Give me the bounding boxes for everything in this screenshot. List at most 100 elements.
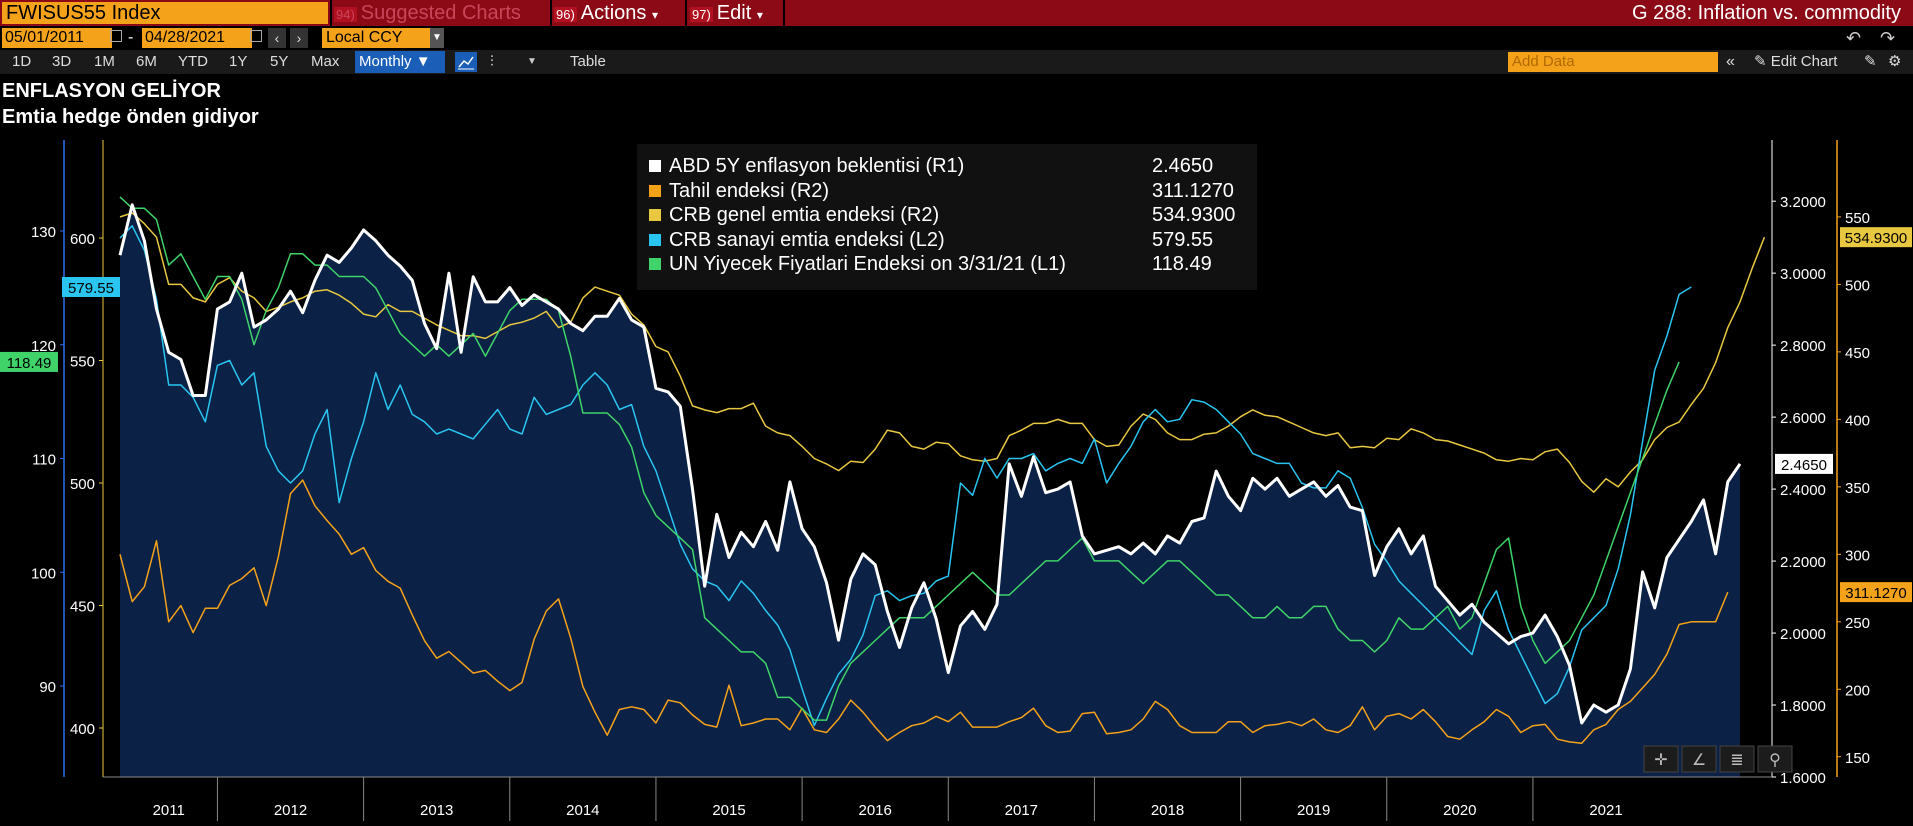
chevron-down-icon[interactable]: ▼ [527, 56, 537, 67]
undo-icon[interactable]: ↶ [1846, 28, 1862, 48]
y-tick-label: 600 [70, 231, 95, 248]
value-tag-l2-text: 579.55 [68, 280, 114, 297]
chart-subtitle: Emtia hedge önden gidiyor [2, 106, 259, 128]
ticker-field[interactable]: FWISUS55 Index [2, 2, 328, 24]
edit-chart-button[interactable]: ✎ Edit Chart [1754, 52, 1837, 72]
collapse-icon[interactable]: « [1726, 53, 1735, 70]
legend-label: CRB genel emtia endeksi (R2) [669, 204, 940, 226]
chevron-down-icon[interactable]: ▼ [430, 28, 444, 48]
y-tick-label: 450 [1845, 345, 1870, 362]
chevron-down-icon: ▾ [651, 8, 658, 22]
actions-label: Actions [580, 2, 647, 24]
value-tag-r2-orange: 311.1270 [1840, 582, 1912, 603]
y-tick-label: 200 [1845, 682, 1870, 699]
start-date-field[interactable]: 05/01/2011 [2, 28, 112, 48]
redo-icon[interactable]: ↷ [1880, 28, 1896, 48]
edit-label: Edit [716, 2, 752, 24]
calendar-icon[interactable] [110, 30, 122, 42]
legend-item[interactable]: UN Yiyecek Fiyatlari Endeksi on 3/31/21 … [637, 252, 1257, 277]
x-tick-label: 2013 [420, 802, 453, 819]
legend-value: 311.1270 [1152, 179, 1234, 202]
table-icon[interactable]: ≣ [1719, 745, 1755, 773]
draw-line-icon[interactable]: ∠ [1681, 745, 1717, 773]
chevron-down-icon: ▾ [756, 8, 763, 22]
y-tick-label: 3.2000 [1780, 194, 1826, 211]
value-tag-l2: 579.55 [62, 277, 120, 297]
legend-label: ABD 5Y enflasyon beklentisi (R1) [669, 155, 965, 177]
value-tag-r1: 2.4650 [1775, 453, 1833, 474]
value-tag-r2-yellow: 534.9300 [1840, 227, 1912, 248]
x-tick-label: 2014 [566, 802, 599, 819]
y-tick-label: 2.2000 [1780, 554, 1826, 571]
currency-select[interactable]: Local CCY [322, 28, 442, 48]
y-tick-label: 120 [31, 338, 56, 355]
legend-item[interactable]: ABD 5Y enflasyon beklentisi (R1) 2.4650 [637, 154, 1257, 179]
value-tag-r2-yellow-bg [1840, 227, 1912, 248]
line-chart-icon[interactable] [455, 52, 477, 72]
x-tick-label: 2015 [712, 802, 745, 819]
annotate-icon[interactable]: ✎ [1864, 53, 1877, 70]
edit-chart-label: Edit Chart [1770, 53, 1838, 70]
crosshair-icon[interactable]: ✛ [1643, 745, 1679, 773]
zoom-icon[interactable]: ⚲ [1757, 745, 1793, 773]
y-tick-label: 150 [1845, 750, 1870, 767]
x-tick-label: 2016 [859, 802, 892, 819]
y-tick-label: 2.0000 [1780, 626, 1826, 643]
legend-item[interactable]: CRB sanayi emtia endeksi (L2) 579.55 [637, 228, 1257, 253]
actions-menu[interactable]: 96) Actions ▾ [554, 0, 658, 26]
range-ytd[interactable]: YTD [178, 53, 208, 70]
x-tick-label: 2018 [1151, 802, 1184, 819]
range-6m[interactable]: 6M [136, 53, 157, 70]
y-tick-label: 250 [1845, 615, 1870, 632]
draw-line-icon-bg [1681, 745, 1717, 773]
legend-value: 579.55 [1152, 228, 1214, 251]
add-data-input[interactable]: Add Data [1508, 52, 1718, 72]
y-tick-label: 1.6000 [1780, 770, 1826, 787]
table-button[interactable]: Table [570, 53, 606, 70]
legend: ABD 5Y enflasyon beklentisi (R1) 2.4650 T… [637, 144, 1257, 290]
value-tag-l1-text: 118.49 [7, 355, 52, 372]
y-tick-label: 2.8000 [1780, 338, 1826, 355]
y-tick-label: 2.4000 [1780, 482, 1826, 499]
end-date-field[interactable]: 04/28/2021 [142, 28, 252, 48]
chart-tools: ✛ ∠ ≣ ⚲ [1643, 745, 1793, 773]
series-layer [118, 196, 1766, 745]
legend-item[interactable]: CRB genel emtia endeksi (R2) 534.9300 [637, 203, 1257, 228]
legend-label: UN Yiyecek Fiyatlari Endeksi on 3/31/21 … [669, 253, 1066, 275]
prev-period-button[interactable]: ‹ [268, 28, 286, 48]
top-bar: FWISUS55 Index 94) Suggested Charts 96) Ac… [0, 0, 1913, 26]
bar-settings-icon[interactable]: ⫶ [490, 53, 494, 70]
settings-icon[interactable]: ⚙ [1888, 53, 1902, 70]
y-tick-label: 500 [70, 476, 95, 493]
range-1y[interactable]: 1Y [229, 53, 248, 70]
draw-line-icon-glyph: ∠ [1692, 752, 1706, 769]
range-1m[interactable]: 1M [94, 53, 115, 70]
zoom-icon-bg [1757, 745, 1793, 773]
range-5y[interactable]: 5Y [270, 53, 289, 70]
suggested-charts-menu[interactable]: 94) Suggested Charts [334, 0, 521, 26]
legend-swatch [649, 258, 661, 270]
y-tick-label: 90 [39, 679, 56, 696]
legend-item[interactable]: Tahil endeksi (R2) 311.1270 [637, 179, 1257, 204]
value-tag-r2-orange-bg [1840, 582, 1912, 603]
value-tag-r1-text: 2.4650 [1781, 457, 1827, 474]
range-max[interactable]: Max [311, 53, 340, 70]
series-line [119, 479, 1729, 745]
separator [330, 0, 332, 26]
y-tick-label: 1.8000 [1780, 698, 1826, 715]
line-chart-glyph [458, 56, 474, 70]
calendar-icon[interactable] [250, 30, 262, 42]
series-line [118, 203, 1742, 725]
legend-label: Tahil endeksi (R2) [669, 179, 830, 202]
range-1d[interactable]: 1D [12, 53, 32, 70]
next-period-button[interactable]: › [290, 28, 308, 48]
legend-swatch [649, 233, 661, 246]
x-tick-label: 2012 [274, 802, 307, 819]
legend-value: 118.49 [1152, 253, 1212, 275]
edit-menu[interactable]: 97) Edit ▾ [690, 0, 763, 26]
pencil-icon: ✎ [1754, 53, 1771, 70]
range-3d[interactable]: 3D [52, 53, 72, 70]
legend-swatch [649, 209, 661, 221]
frequency-select[interactable]: Monthly ▼ [355, 51, 445, 73]
menu-number: 96) [554, 7, 577, 22]
